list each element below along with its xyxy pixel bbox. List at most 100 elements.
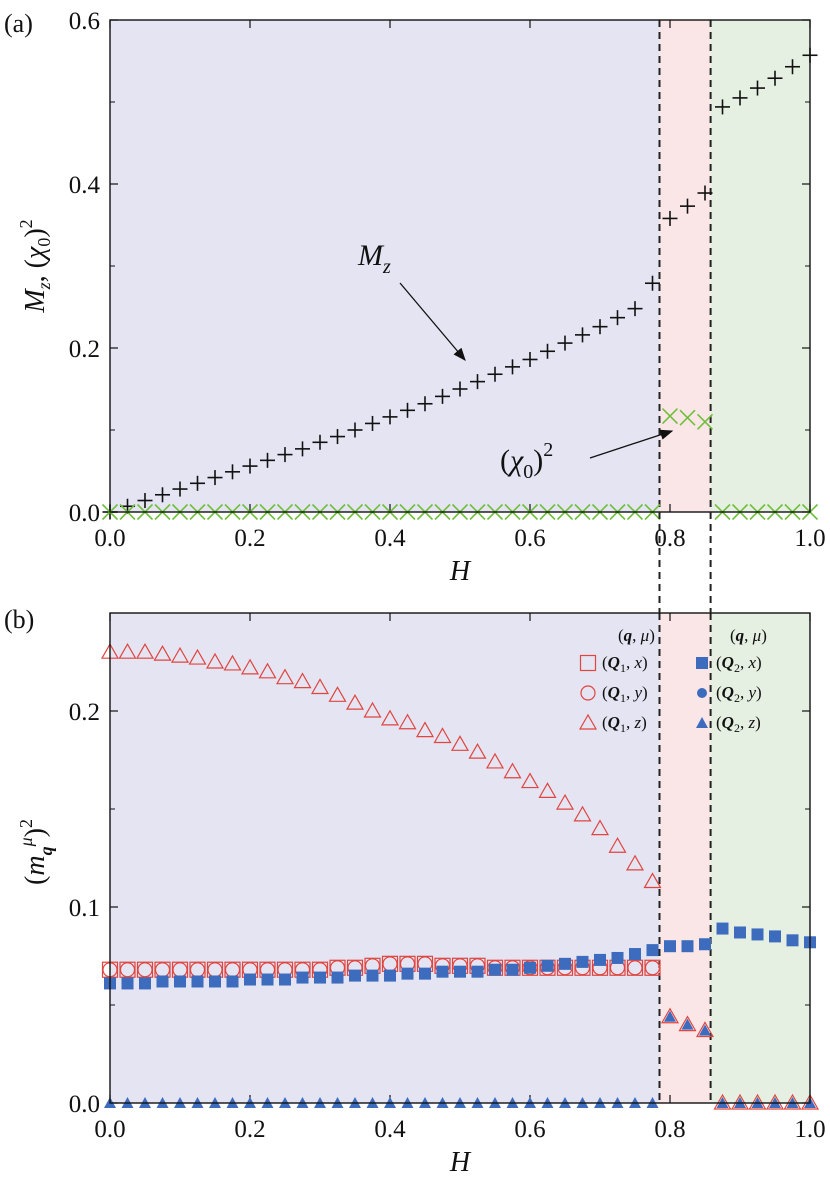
data-point [119, 962, 136, 978]
x-tick-label: 1.0 [794, 525, 825, 552]
x-tick-label: 0.4 [374, 525, 406, 552]
data-point [785, 59, 800, 75]
data-point [415, 721, 435, 738]
data-point [153, 644, 172, 661]
legend-marker [696, 717, 708, 728]
data-point [662, 210, 678, 226]
data-point [245, 974, 255, 985]
data-point [347, 422, 363, 438]
data-point [767, 70, 783, 86]
data-point [122, 978, 133, 989]
y-axis-label: Mz, (χ0)2 [16, 219, 54, 313]
data-point [277, 447, 293, 463]
data-point [157, 976, 168, 987]
data-point [280, 974, 290, 985]
data-point [315, 972, 325, 983]
data-point [332, 972, 343, 983]
data-point [505, 359, 520, 375]
data-point [275, 668, 295, 685]
data-point [595, 954, 605, 965]
data-point [487, 366, 503, 382]
legend-marker [696, 657, 708, 669]
y-tick-label: 0.0 [69, 1091, 100, 1118]
data-point [575, 327, 590, 343]
data-point [170, 646, 190, 663]
data-point [400, 402, 415, 418]
legend-entry: (Q1, y) [602, 683, 648, 705]
data-point [437, 966, 448, 977]
data-point [455, 966, 465, 977]
legend-entry: (Q1, z) [602, 713, 647, 735]
data-point [696, 413, 714, 430]
data-point [312, 434, 328, 450]
data-point [363, 701, 382, 718]
x-axis-label: H [449, 1147, 472, 1177]
data-point [190, 475, 205, 491]
y-tick-label: 0.2 [69, 336, 100, 363]
y-tick-label: 0.6 [69, 8, 100, 35]
data-point [717, 923, 728, 934]
y-tick-label: 0.4 [69, 172, 101, 199]
data-point [700, 939, 710, 950]
y-tick-label: 0.1 [69, 895, 100, 922]
data-point [433, 727, 452, 744]
data-point [380, 709, 400, 726]
data-point [573, 805, 592, 822]
data-point [735, 927, 745, 938]
data-point [490, 964, 500, 975]
data-point [262, 974, 273, 985]
data-point [680, 198, 695, 214]
data-point [522, 960, 538, 976]
data-point [557, 335, 573, 351]
data-point [155, 487, 170, 503]
legend-header: (q, μ) [730, 626, 767, 645]
legend-entry: (Q2, y) [716, 683, 762, 705]
data-point [402, 968, 413, 979]
data-point [420, 968, 430, 979]
legend-marker [579, 654, 597, 672]
data-point [715, 99, 730, 115]
data-point [590, 819, 610, 836]
data-point [328, 686, 347, 702]
data-point [452, 381, 468, 397]
data-point [627, 301, 643, 317]
panel-b: 0.0 0.2 0.4 0.6 0.8 1.0 0.0 0.1 0.2 H (mqμ)2 (q, μ… [4, 605, 826, 1177]
x-tick-label: 1.0 [794, 1116, 825, 1143]
data-point [610, 310, 625, 326]
legend-marker [697, 688, 707, 698]
x-tick-label: 0.6 [514, 525, 545, 552]
data-point [560, 958, 570, 969]
data-point [540, 343, 555, 359]
data-point [345, 693, 365, 710]
data-point [450, 735, 470, 751]
data-point [555, 793, 575, 810]
data-point [661, 407, 679, 425]
data-point [260, 452, 275, 468]
panel-a-label: (a) [4, 9, 33, 38]
data-point [207, 470, 223, 486]
region-0 [110, 20, 660, 512]
data-point [752, 929, 763, 940]
panel-b-label: (b) [4, 605, 34, 634]
y-axis-label: (mqμ)2 [16, 819, 56, 885]
x-tick-label: 0.6 [514, 1116, 545, 1143]
data-point [713, 1093, 732, 1110]
data-point [503, 762, 522, 779]
data-point [205, 652, 225, 669]
data-point [678, 1015, 697, 1032]
data-point [660, 1007, 680, 1024]
data-point [472, 966, 483, 977]
legend-entry: (Q2, z) [716, 713, 761, 735]
data-point [192, 976, 203, 987]
mz-annotation-label: Mz [357, 239, 391, 278]
legend-marker [580, 685, 596, 701]
x-tick-label: 0.2 [234, 525, 265, 552]
legend-marker [578, 713, 598, 730]
data-point [227, 976, 238, 987]
data-point [225, 464, 240, 480]
data-point [258, 662, 277, 679]
data-point [293, 672, 312, 689]
x-b [679, 409, 696, 426]
